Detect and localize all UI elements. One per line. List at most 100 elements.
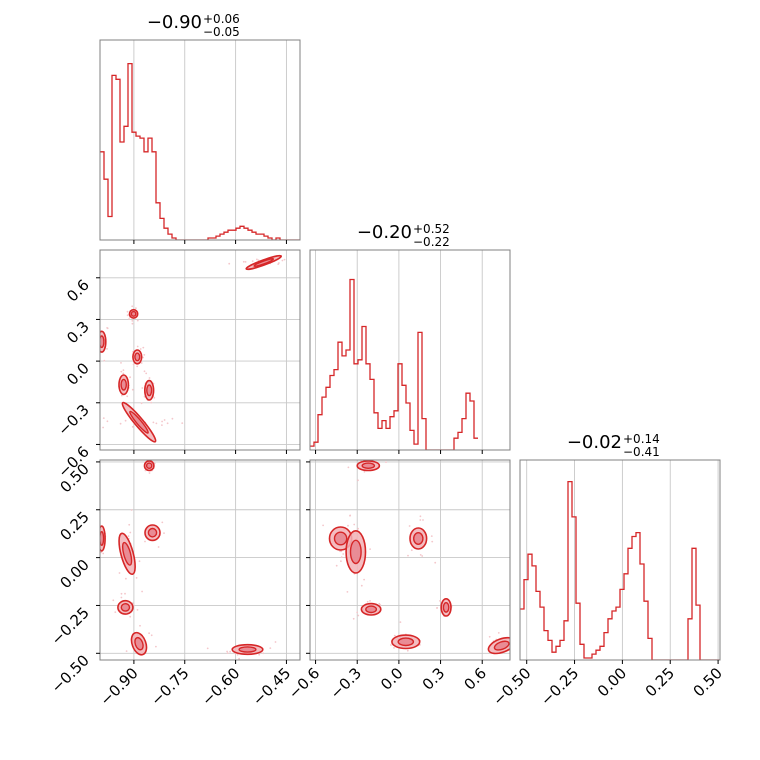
- contour-inner: [146, 384, 153, 397]
- scatter-point: [360, 584, 363, 587]
- scatter-point: [363, 578, 365, 581]
- scatter-point: [152, 421, 155, 424]
- scatter-point: [129, 376, 132, 379]
- scatter-point: [228, 262, 231, 265]
- scatter-point: [421, 555, 424, 557]
- scatter-point: [520, 640, 522, 642]
- scatter-point: [140, 402, 143, 405]
- scatter-point: [106, 420, 109, 423]
- contour-inner: [365, 605, 378, 614]
- scatter-point: [148, 472, 151, 474]
- scatter-point: [436, 607, 438, 609]
- x-tick-label: −0.6: [285, 664, 323, 702]
- x-tick-label: 0.0: [377, 664, 407, 694]
- scatter-point: [406, 649, 409, 652]
- scatter-point: [206, 647, 209, 650]
- scatter-point: [136, 609, 139, 611]
- scatter-point: [125, 577, 127, 580]
- scatter-point: [157, 546, 160, 548]
- scatter-point: [166, 422, 169, 425]
- scatter-point: [126, 314, 129, 317]
- scatter-point: [96, 327, 98, 329]
- scatter-point: [407, 554, 409, 557]
- scatter-point: [369, 600, 371, 602]
- scatter-point: [497, 632, 500, 634]
- scatter-point: [369, 548, 371, 550]
- scatter-point: [128, 318, 131, 320]
- scatter-point: [258, 653, 261, 656]
- param-title-lower-2: −0.41: [623, 445, 660, 459]
- param-title-2: −0.02: [567, 432, 622, 453]
- scatter-point: [98, 341, 100, 343]
- y-tick-label: 0.6: [63, 276, 93, 306]
- param-title-lower-0: −0.05: [203, 25, 240, 39]
- y-tick-label: 0.3: [63, 318, 93, 348]
- scatter-point: [128, 523, 131, 526]
- param-title-1: −0.20: [357, 222, 412, 243]
- param-title-upper-0: +0.06: [203, 12, 240, 26]
- scatter-point: [139, 624, 141, 627]
- hist-panel-1-frame: [309, 249, 511, 451]
- scatter-point: [138, 560, 141, 563]
- histogram-0: [100, 62, 300, 240]
- scatter-point: [226, 652, 229, 654]
- scatter-point: [262, 652, 265, 655]
- y-tick-label: −0.25: [48, 604, 93, 649]
- scatter-point: [97, 548, 99, 550]
- scatter-point: [229, 650, 232, 653]
- x-tick-label: 0.25: [642, 664, 678, 700]
- contour-inner: [238, 646, 257, 653]
- scatter-point: [419, 515, 422, 518]
- scatter-point: [96, 533, 98, 535]
- grid-layer: [100, 40, 719, 660]
- frame-layer: [96, 39, 721, 664]
- contour-inner: [100, 335, 105, 349]
- contour-inner: [145, 462, 153, 470]
- param-title-upper-2: +0.14: [623, 432, 660, 446]
- scatter-point: [244, 261, 247, 263]
- scatter-point: [171, 417, 174, 420]
- scatter-point: [130, 509, 133, 511]
- scatter-point: [419, 519, 422, 521]
- scatter-point: [120, 592, 123, 595]
- scatter-point: [131, 305, 134, 308]
- pair-panel-0-2-frame: [99, 459, 301, 661]
- scatter-point: [379, 604, 382, 606]
- contour-inner: [120, 603, 131, 612]
- scatter-point: [513, 637, 515, 639]
- scatter-point: [419, 554, 422, 556]
- x-tick-label: −0.50: [489, 664, 534, 709]
- x-tick-label: −0.90: [96, 664, 141, 709]
- scatter-point: [488, 635, 491, 638]
- scatter-point: [124, 419, 127, 422]
- contour-inner: [120, 378, 127, 391]
- scatter-point: [349, 514, 352, 517]
- contour-inner: [129, 410, 149, 434]
- scatter-point: [126, 310, 129, 313]
- contour-inner: [349, 539, 362, 565]
- scatter-point: [131, 388, 134, 391]
- contour-inner: [134, 636, 144, 651]
- scatter-point: [431, 540, 434, 543]
- scatter-point: [155, 645, 157, 648]
- scatter-point: [136, 365, 139, 368]
- scatter-point: [269, 647, 272, 649]
- scatter-point: [512, 643, 514, 645]
- param-title-upper-1: +0.52: [413, 222, 450, 236]
- scatter-point: [393, 647, 395, 649]
- scatter-point: [281, 259, 284, 262]
- scatter-point: [118, 572, 121, 574]
- scatter-point: [120, 362, 122, 364]
- scatter-point: [153, 396, 156, 399]
- scatter-point: [148, 632, 151, 635]
- scatter-point: [357, 527, 359, 530]
- scatter-point: [142, 346, 145, 349]
- scatter-point: [352, 617, 355, 620]
- param-title-lower-1: −0.22: [413, 235, 450, 249]
- scatter-point: [100, 551, 103, 554]
- param-title-0: −0.90: [147, 12, 202, 33]
- scatter-point: [340, 556, 343, 559]
- scatter-point: [434, 561, 437, 564]
- scatter-point: [277, 263, 280, 265]
- hist-panel-2-frame: [519, 459, 721, 661]
